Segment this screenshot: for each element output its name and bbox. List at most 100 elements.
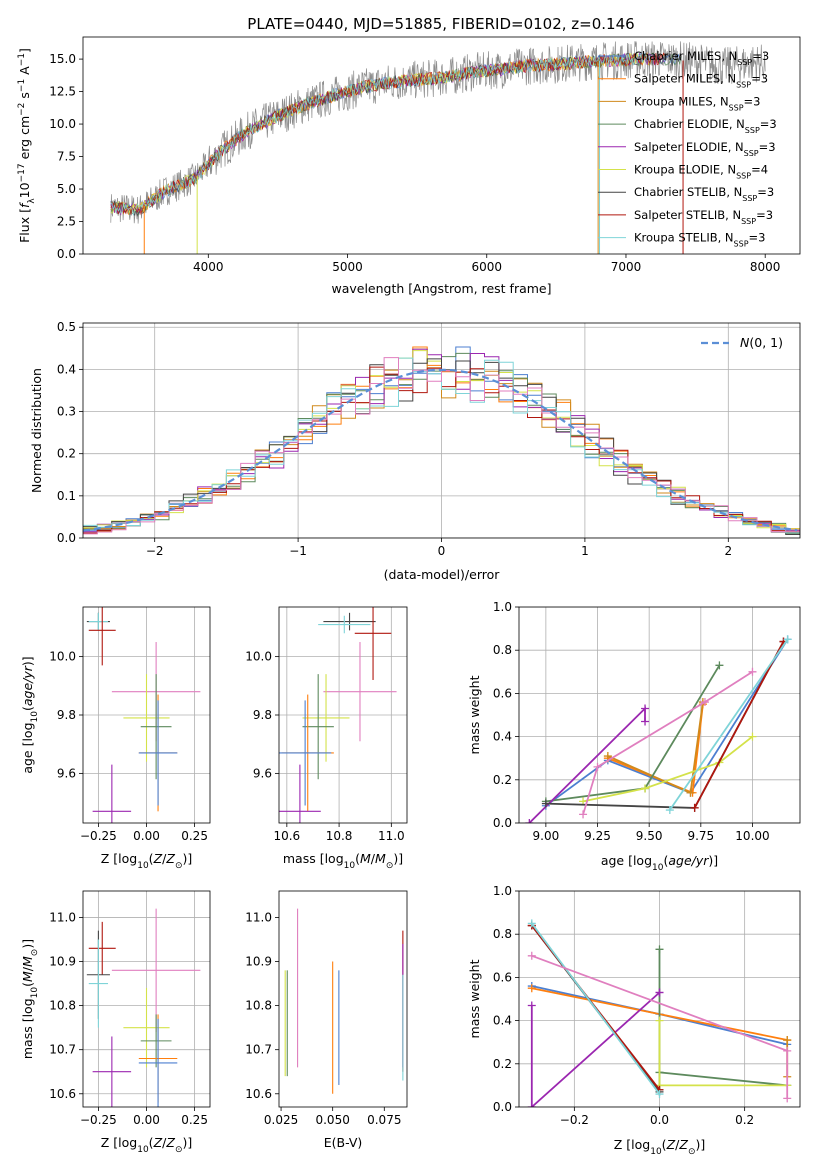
x-axis-label: age [log10(age/yr)] [601, 853, 718, 873]
spectrum-model-line [110, 51, 682, 215]
tick-label-x: 10.6 [273, 829, 300, 843]
axes-frame [518, 890, 801, 1108]
tick-label-y: 0.8 [493, 927, 512, 941]
tick-label-y: 0.2 [493, 1057, 512, 1071]
spectrum-model-line [110, 52, 682, 216]
panel-age_vs_mass: 10.6 10.8 11.0 9.6 9.8 10.0 mass [log10(M/M⊙)] [245, 606, 408, 871]
tick-label-y: 10.0 [245, 650, 272, 664]
tick-label-x: 5000 [332, 260, 363, 274]
figure-title: PLATE=0440, MJD=51885, FIBERID=0102, z=0… [247, 15, 634, 33]
weight-marker [541, 799, 550, 808]
tick-label-x: 0.025 [264, 1113, 298, 1127]
y-axis-label: mass [log10(M/M⊙)] [20, 939, 40, 1059]
weight-marker [603, 752, 612, 761]
axes-frame [82, 890, 211, 1108]
weight-line [530, 991, 661, 1107]
plot-area-spectrum [110, 41, 766, 254]
tick-label-x: 8000 [750, 260, 781, 274]
weight-line [545, 638, 789, 807]
tick-label-y: 0.6 [493, 686, 512, 700]
weight-marker [655, 945, 664, 954]
x-axis-label: Z [log10(Z/Z⊙)] [101, 1135, 193, 1155]
tick-label-x: 0.25 [181, 1113, 208, 1127]
weight-marker [641, 704, 650, 713]
x-axis-label: wavelength [Angstrom, rest frame] [331, 281, 551, 296]
spectrum-model-line [110, 52, 648, 216]
weight-marker [527, 919, 536, 928]
normal-curve [83, 368, 798, 532]
tick-label-x: −0.25 [80, 1113, 117, 1127]
legend-entry: Chabrier STELIB, NSSP=3 [634, 185, 774, 203]
plot-area-age_vs_Z [83, 607, 210, 823]
weight-marker [527, 1103, 536, 1107]
tick-label-y: 0.0 [57, 531, 76, 545]
tick-label-x: 11.0 [378, 829, 405, 843]
tick-label-y: 0.0 [57, 247, 76, 261]
tick-label-x: 7000 [611, 260, 642, 274]
legend-entry: Salpeter ELODIE, NSSP=3 [634, 140, 776, 158]
tick-label-y: 5.0 [57, 182, 76, 196]
weight-marker [686, 788, 695, 797]
panel-spectrum: 4000 5000 6000 7000 8000 0.0 2.5 5.0 7.5 10.0 12.5… [17, 36, 801, 296]
tick-label-x: 0.00 [133, 1113, 160, 1127]
weight-marker [593, 762, 602, 771]
tick-label-y: 0.0 [493, 816, 512, 830]
tick-label-y: 11.0 [49, 910, 76, 924]
legend-entry: Chabrier ELODIE, NSSP=3 [634, 117, 777, 135]
tick-label-x: 9.75 [687, 829, 714, 843]
x-axis-label: mass [log10(M/M⊙)] [283, 851, 403, 871]
tick-label-y: 10.6 [245, 1087, 272, 1101]
histogram-step [83, 357, 800, 535]
weight-marker [700, 698, 709, 707]
spectrum-model-line [110, 52, 682, 217]
tick-label-y: 0.0 [493, 1100, 512, 1114]
legend-entry: Salpeter MILES, NSSP=3 [634, 72, 768, 90]
panel-age_vs_Z: −0.25 0.00 0.25 9.6 9.8 10.0 Z [log10(Z/Z⊙)] ag… [20, 606, 211, 871]
weight-marker [579, 810, 588, 819]
tick-label-y: 0.4 [493, 730, 512, 744]
x-axis-label: Z [log10(Z/Z⊙)] [614, 1137, 706, 1157]
y-axis-label: mass weight [467, 959, 482, 1038]
x-axis-label: Z [log10(Z/Z⊙)] [101, 851, 193, 871]
tick-label-y: 10.8 [245, 999, 272, 1013]
weight-marker [748, 667, 757, 676]
weight-marker [525, 819, 534, 823]
tick-label-y: 10.9 [49, 955, 76, 969]
axes-frame [278, 606, 408, 824]
weight-line [658, 1020, 788, 1087]
tick-label-y: 0.8 [493, 643, 512, 657]
weight-line [669, 638, 789, 811]
tick-label-x: 6000 [471, 260, 502, 274]
legend-entry: Kroupa ELODIE, NSSP=4 [634, 163, 768, 181]
plot-area-age_vs_mass [279, 607, 407, 823]
weight-marker [527, 951, 536, 960]
weight-marker [748, 732, 757, 741]
y-axis-label: mass weight [467, 675, 482, 754]
tick-label-y: 10.0 [49, 650, 76, 664]
panel-residuals: −2 −1 0 1 2 0.0 0.1 0.2 0.3 0.4 0.5 (data-model)/er… [29, 320, 801, 582]
weight-marker [783, 1036, 792, 1045]
tick-label-y: 12.5 [49, 85, 76, 99]
tick-label-y: 10.0 [49, 117, 76, 131]
tick-label-y: 0.1 [57, 489, 76, 503]
tick-label-y: 0.3 [57, 405, 76, 419]
tick-label-y: 2.5 [57, 215, 76, 229]
tick-label-x: 0.00 [133, 829, 160, 843]
weight-marker [655, 1090, 664, 1099]
plot-area-weight_vs_age [519, 607, 800, 823]
tick-label-x: 10.00 [735, 829, 769, 843]
legend-entry: Salpeter STELIB, NSSP=3 [634, 208, 773, 226]
weight-marker [527, 984, 536, 993]
plot-area-mass_vs_Z [83, 891, 210, 1107]
tick-label-y: 10.8 [49, 999, 76, 1013]
weight-marker [783, 1046, 792, 1055]
legend-entry: Chabrier MILES, NSSP=3 [634, 49, 769, 67]
tick-label-x: 10.8 [326, 829, 353, 843]
y-axis-label: age [log10(age/yr)] [20, 656, 40, 773]
weight-line [582, 671, 753, 815]
tick-label-x: 1 [581, 544, 589, 558]
tick-label-y: 0.4 [57, 362, 76, 376]
panel-weight_vs_Z: −0.2 0.0 0.2 0.0 0.2 0.4 0.6 0.8 1.0 Z [log10(Z/Z… [467, 884, 801, 1157]
tick-label-x: −0.25 [80, 829, 117, 843]
weight-marker [641, 784, 650, 793]
